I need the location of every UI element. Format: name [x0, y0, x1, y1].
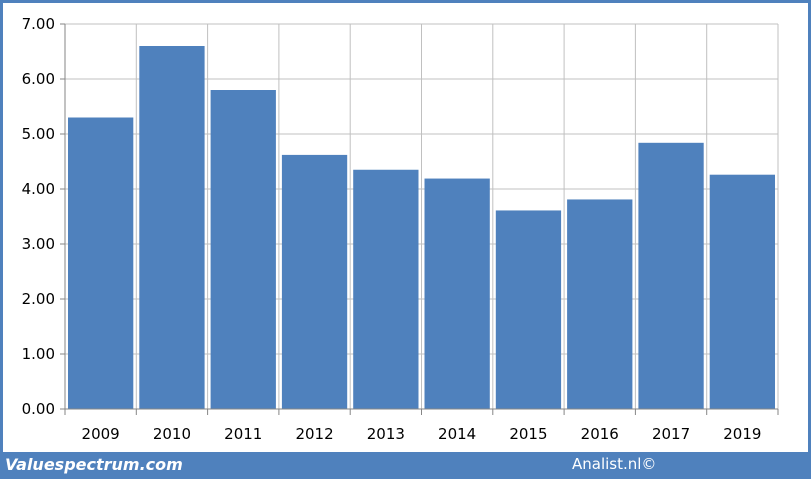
copyright-label: Analist.nl©	[572, 455, 657, 473]
source-watermark: Valuespectrum.com	[5, 455, 183, 474]
x-tick-label: 2011	[224, 425, 262, 443]
bars	[68, 46, 775, 410]
bar-2011	[210, 90, 276, 409]
bar-2014	[424, 178, 490, 409]
x-tick-label: 2009	[82, 425, 120, 443]
x-tick-label: 2013	[367, 425, 405, 443]
x-tick-label: 2014	[438, 425, 476, 443]
x-tick-label: 2012	[295, 425, 333, 443]
x-tick-labels: 2009 2010 2011 2012 2013 2014 2015 2016 2017 2019	[82, 425, 762, 443]
y-tick-labels: 0.00 1.00 2.00 3.00 4.00 5.00 6.00 7.00	[22, 15, 55, 418]
bar-2012	[281, 154, 348, 409]
bar-2016	[567, 199, 633, 409]
y-tick-label: 5.00	[22, 125, 55, 143]
x-tick-label: 2016	[581, 425, 619, 443]
y-tick-label: 6.00	[22, 70, 55, 88]
axes	[60, 23, 779, 415]
y-tick-label: 0.00	[22, 400, 55, 418]
y-tick-label: 3.00	[22, 235, 55, 253]
y-tick-label: 1.00	[22, 345, 55, 363]
footer: Valuespectrum.com Analist.nl©	[0, 452, 811, 479]
bar-2017	[638, 142, 704, 410]
x-tick-label: 2015	[509, 425, 547, 443]
bar-2015	[495, 210, 562, 409]
x-tick-label: 2019	[723, 425, 761, 443]
bar-2019	[709, 174, 775, 409]
bar-2009	[68, 117, 134, 409]
bar-chart: 0.00 1.00 2.00 3.00 4.00 5.00 6.00 7.00 2009 201…	[22, 15, 779, 443]
x-tick-label: 2010	[153, 425, 191, 443]
bar-2013	[353, 169, 419, 409]
bar-2010	[139, 46, 205, 409]
chart-panel: 0.00 1.00 2.00 3.00 4.00 5.00 6.00 7.00 2009 201…	[3, 3, 808, 452]
y-tick-label: 2.00	[22, 290, 55, 308]
y-tick-label: 4.00	[22, 180, 55, 198]
y-tick-label: 7.00	[22, 15, 55, 33]
x-tick-label: 2017	[652, 425, 690, 443]
